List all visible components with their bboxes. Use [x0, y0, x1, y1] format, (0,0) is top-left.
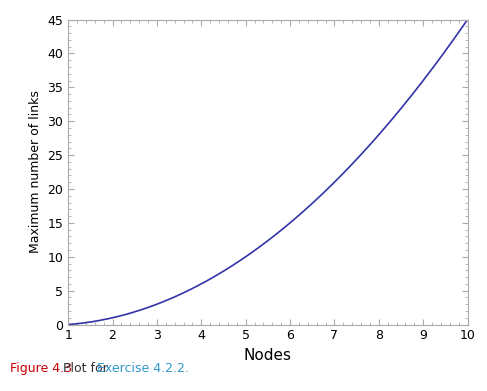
Text: Figure 4.3: Figure 4.3 — [10, 362, 72, 375]
Text: Exercise 4.2.2.: Exercise 4.2.2. — [97, 362, 189, 375]
X-axis label: Nodes: Nodes — [244, 348, 292, 363]
Y-axis label: Maximum number of links: Maximum number of links — [29, 91, 42, 253]
Text: Plot for: Plot for — [51, 362, 112, 375]
